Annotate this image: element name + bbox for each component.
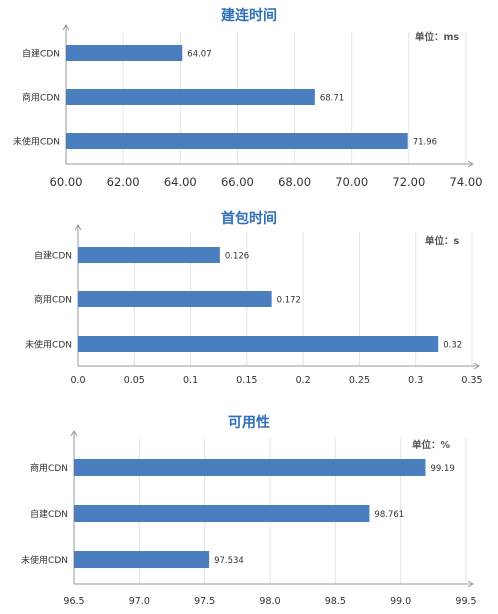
chart2-category-label: 自建CDN <box>30 508 68 520</box>
chart1-x-axis-arrow <box>473 362 480 370</box>
chart0-x-axis-arrow <box>467 160 474 168</box>
chart-first-packet-time: 首包时间单位：s 0.0 0.05 0.1 0.15 0.2 0.25 0.3 0.35 自建CD… <box>0 205 498 410</box>
chart1-tick-label: 0.25 <box>349 375 370 386</box>
chart1-y-axis-arrow <box>74 224 82 231</box>
chart2-tick-label: 96.5 <box>63 596 84 607</box>
chart1-tick-label: 0.15 <box>236 375 257 386</box>
chart2-unit-label: 单位：% <box>412 439 451 451</box>
chart2-bar <box>74 505 370 522</box>
chart0-tick-label: 74.00 <box>450 175 483 189</box>
chart0-tick-label: 64.00 <box>164 175 197 189</box>
chart1-tick-label: 0.3 <box>408 375 423 386</box>
chart2-category-label: 未使用CDN <box>21 554 68 566</box>
chart0-bar <box>66 133 408 149</box>
chart1-value-label: 0.126 <box>225 252 249 262</box>
chart2-bar <box>74 459 426 476</box>
chart1-unit-label: 单位：s <box>425 235 460 247</box>
chart1-tick-label: 0.05 <box>124 375 145 386</box>
chart2-tick-label: 98.5 <box>325 596 346 607</box>
chart2-category-label: 商用CDN <box>30 462 68 474</box>
chart0-value-label: 68.71 <box>320 94 344 104</box>
chart0-bar <box>66 89 315 105</box>
chart0-category-label: 商用CDN <box>22 92 60 104</box>
chart1-category-label: 商用CDN <box>34 294 72 306</box>
chart1-tick-label: 0.35 <box>461 375 482 386</box>
chart2-title: 可用性 <box>228 414 270 431</box>
chart2-value-label: 99.19 <box>430 464 454 474</box>
chart1-bar <box>78 336 439 352</box>
chart0-tick-label: 70.00 <box>335 175 368 189</box>
chart2-y-axis-arrow <box>70 430 78 437</box>
chart0-category-label: 自建CDN <box>22 48 60 60</box>
chart1-value-label: 0.32 <box>443 341 462 351</box>
chart-availability: 可用性单位：% 96.5 97.0 97.5 98.0 98.5 99.0 99.5 商用CDN… <box>0 410 498 614</box>
chart1-tick-label: 0.1 <box>183 375 198 386</box>
chart0-tick-label: 72.00 <box>392 175 425 189</box>
chart0-tick-label: 68.00 <box>278 175 311 189</box>
chart0-tick-label: 60.00 <box>50 175 83 189</box>
chart2-tick-label: 97.0 <box>129 596 150 607</box>
chart2-x-axis-arrow <box>467 580 474 588</box>
chart2-value-label: 97.534 <box>214 556 244 566</box>
chart2-tick-label: 99.5 <box>455 596 476 607</box>
chart-connection-time: 建连时间单位：ms 60.00 62.00 64.00 66.00 68.00 70.00 7… <box>0 0 498 205</box>
chart1-bar <box>78 247 220 263</box>
chart1-category-label: 未使用CDN <box>25 339 72 351</box>
chart1-title: 首包时间 <box>221 210 277 227</box>
chart2-value-label: 98.761 <box>374 510 404 520</box>
chart0-category-label: 未使用CDN <box>13 136 60 148</box>
chart0-unit-label: 单位：ms <box>415 31 459 43</box>
chart0-tick-label: 62.00 <box>107 175 140 189</box>
chart1-tick-label: 0.0 <box>70 375 85 386</box>
chart0-value-label: 64.07 <box>187 50 211 60</box>
chart2-tick-label: 98.0 <box>259 596 280 607</box>
chart2-tick-label: 99.0 <box>390 596 411 607</box>
chart0-tick-label: 66.00 <box>221 175 254 189</box>
chart2-bar <box>74 551 210 568</box>
chart0-value-label: 71.96 <box>413 138 437 148</box>
chart0-title: 建连时间 <box>221 7 277 24</box>
chart1-bar <box>78 291 272 307</box>
chart1-tick-label: 0.2 <box>296 375 311 386</box>
chart2-tick-label: 97.5 <box>194 596 215 607</box>
chart0-y-axis-arrow <box>62 24 70 31</box>
chart0-bar <box>66 45 183 61</box>
chart1-value-label: 0.172 <box>277 296 301 306</box>
chart1-category-label: 自建CDN <box>34 250 72 262</box>
